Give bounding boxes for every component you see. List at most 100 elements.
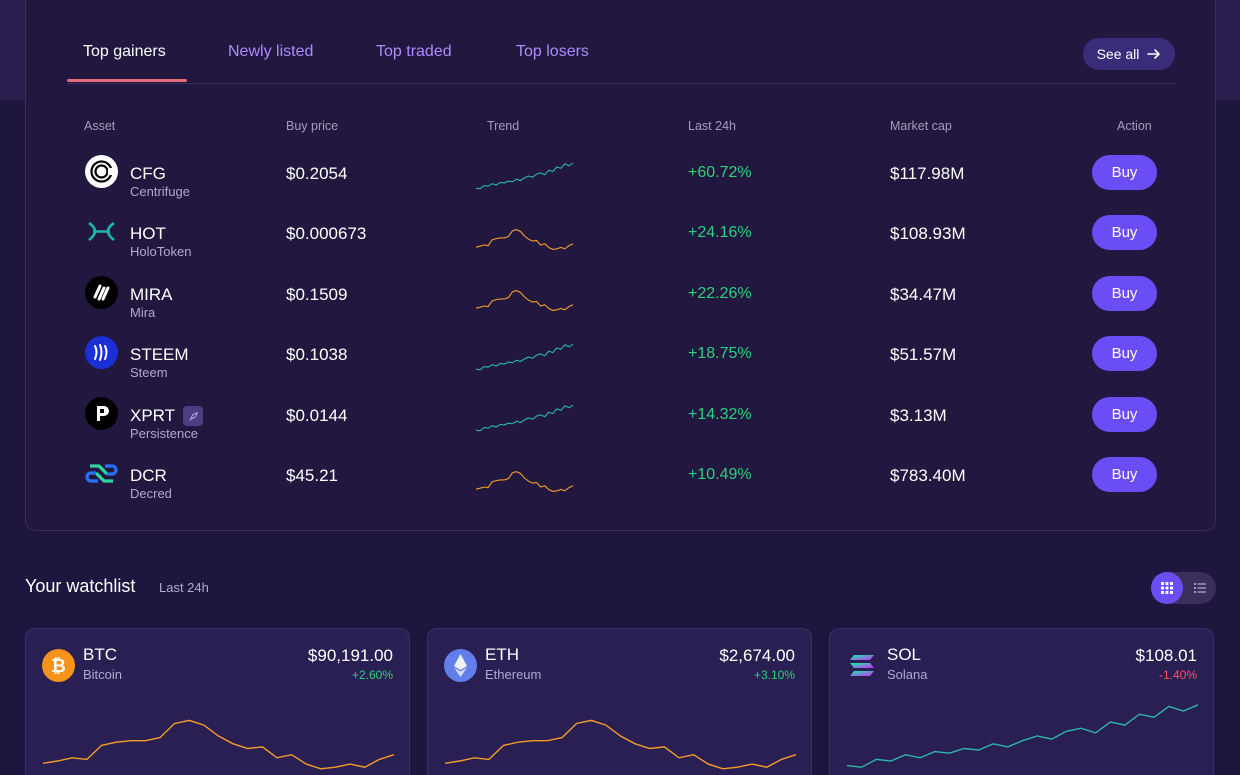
arrow-right-icon — [1147, 49, 1161, 59]
watchlist-title: Your watchlist — [25, 576, 136, 596]
column-header-asset: Asset — [84, 119, 116, 133]
change-24h: +60.72% — [688, 164, 752, 181]
persistence-icon — [85, 397, 118, 430]
asset-name: Bitcoin — [83, 667, 123, 682]
table-row[interactable]: CFG Centrifuge $0.2054 +60.72% $117.98M … — [26, 155, 1217, 222]
trend-line — [846, 704, 1199, 768]
watchlist-card-btc[interactable]: ₿ BTC Bitcoin $90,191.00 +2.60% — [25, 628, 410, 775]
asset-symbol: XPRT — [130, 406, 176, 425]
buy-price: $0.1509 — [286, 285, 348, 304]
buy-price: $45.21 — [286, 466, 338, 485]
table-row[interactable]: MIRA Mira $0.1509 +22.26% $34.47M Buy — [26, 276, 1217, 343]
asset-symbol: BTC — [83, 645, 117, 664]
asset-price: $108.01 — [1135, 646, 1197, 665]
asset-symbol: ETH — [485, 645, 519, 664]
column-header-last-24h: Last 24h — [688, 119, 736, 133]
trend-line — [42, 719, 395, 770]
trend-sparkline — [475, 471, 574, 492]
market-cap: $34.47M — [890, 285, 957, 304]
change-24h: +3.10% — [753, 668, 795, 682]
change-24h: +14.32% — [688, 406, 752, 423]
market-tabs: Top gainers Newly listed Top traded Top … — [67, 38, 1175, 84]
price-chart — [444, 719, 797, 770]
asset-name: Steem — [130, 365, 168, 380]
tab-newly-listed[interactable]: Newly listed — [228, 43, 314, 60]
asset-symbol: SOL — [887, 645, 922, 664]
market-cap: $117.98M — [890, 164, 965, 183]
asset-name: Mira — [130, 305, 156, 320]
change-24h: +22.26% — [688, 285, 752, 302]
see-all-button[interactable]: See all — [1083, 38, 1175, 70]
change-24h: +18.75% — [688, 345, 752, 362]
table-row[interactable]: HOT HoloToken $0.000673 +24.16% $108.93M… — [26, 215, 1217, 282]
tab-top-traded[interactable]: Top traded — [376, 43, 452, 60]
asset-name: HoloToken — [130, 244, 192, 259]
holo-icon — [85, 215, 118, 248]
asset-name: Solana — [887, 667, 928, 682]
trend-line — [444, 719, 797, 770]
column-header-action: Action — [1117, 119, 1152, 133]
trend-line — [475, 290, 574, 311]
asset-name: Ethereum — [485, 667, 542, 682]
change-24h: +24.16% — [688, 224, 752, 241]
solana-icon — [846, 649, 879, 682]
buy-button[interactable]: Buy — [1092, 336, 1157, 371]
asset-symbol: DCR — [130, 466, 167, 485]
buy-button[interactable]: Buy — [1092, 276, 1157, 311]
market-cap: $108.93M — [890, 224, 966, 243]
tab-top-gainers[interactable]: Top gainers — [83, 43, 166, 60]
asset-name: Decred — [130, 486, 172, 501]
column-header-market-cap: Market cap — [890, 119, 952, 133]
asset-symbol: CFG — [130, 164, 166, 183]
column-header-trend: Trend — [487, 119, 520, 133]
trend-sparkline — [475, 343, 574, 371]
market-cap: $783.40M — [890, 466, 966, 485]
buy-button[interactable]: Buy — [1092, 155, 1157, 190]
watchlist-period: Last 24h — [159, 580, 209, 595]
asset-symbol: STEEM — [130, 345, 189, 364]
trend-line — [475, 471, 574, 492]
asset-name: Persistence — [130, 426, 198, 441]
trend-line — [475, 343, 574, 371]
active-tab-indicator — [67, 79, 187, 82]
grid-icon — [1161, 582, 1173, 594]
table-row[interactable]: DCR Decred $45.21 +10.49% $783.40M Buy — [26, 457, 1217, 524]
trend-line — [475, 229, 574, 250]
trend-line — [475, 404, 574, 432]
asset-price: $2,674.00 — [719, 646, 795, 665]
trend-sparkline — [475, 229, 574, 250]
tab-top-losers[interactable]: Top losers — [516, 43, 589, 60]
buy-button[interactable]: Buy — [1092, 457, 1157, 492]
bitcoin-icon: ₿ — [42, 649, 75, 682]
buy-price: $0.2054 — [286, 164, 348, 183]
grid-view-button[interactable] — [1151, 572, 1183, 604]
price-chart — [42, 719, 395, 770]
buy-price: $0.1038 — [286, 345, 348, 364]
trend-line — [475, 162, 574, 190]
buy-price: $0.0144 — [286, 406, 348, 425]
see-all-label: See all — [1096, 46, 1140, 62]
market-movers-panel: Top gainers Newly listed Top traded Top … — [25, 0, 1216, 531]
watchlist-card-eth[interactable]: ETH Ethereum $2,674.00 +3.10% — [427, 628, 812, 775]
asset-symbol: HOT — [130, 224, 166, 243]
trend-sparkline — [475, 162, 574, 190]
rocket-icon — [183, 406, 203, 426]
price-chart — [846, 704, 1199, 768]
svg-text:₿: ₿ — [51, 656, 66, 677]
view-toggle — [1151, 572, 1216, 604]
change-24h: -1.40% — [1158, 668, 1197, 682]
asset-name: Centrifuge — [130, 184, 190, 199]
table-row[interactable]: XPRT Persistence $0.0144 +14.32% $3.13M … — [26, 397, 1217, 464]
market-cap: $51.57M — [890, 345, 957, 364]
buy-button[interactable]: Buy — [1092, 397, 1157, 432]
trend-sparkline — [475, 404, 574, 432]
buy-price: $0.000673 — [286, 224, 367, 243]
change-24h: +2.60% — [351, 668, 393, 682]
asset-symbol: MIRA — [130, 285, 173, 304]
buy-button[interactable]: Buy — [1092, 215, 1157, 250]
watchlist-card-sol[interactable]: SOL Solana $108.01 -1.40% — [829, 628, 1214, 775]
list-view-button[interactable] — [1184, 572, 1216, 604]
table-row[interactable]: STEEM Steem $0.1038 +18.75% $51.57M Buy — [26, 336, 1217, 403]
asset-price: $90,191.00 — [307, 646, 393, 665]
steem-icon — [85, 336, 118, 369]
